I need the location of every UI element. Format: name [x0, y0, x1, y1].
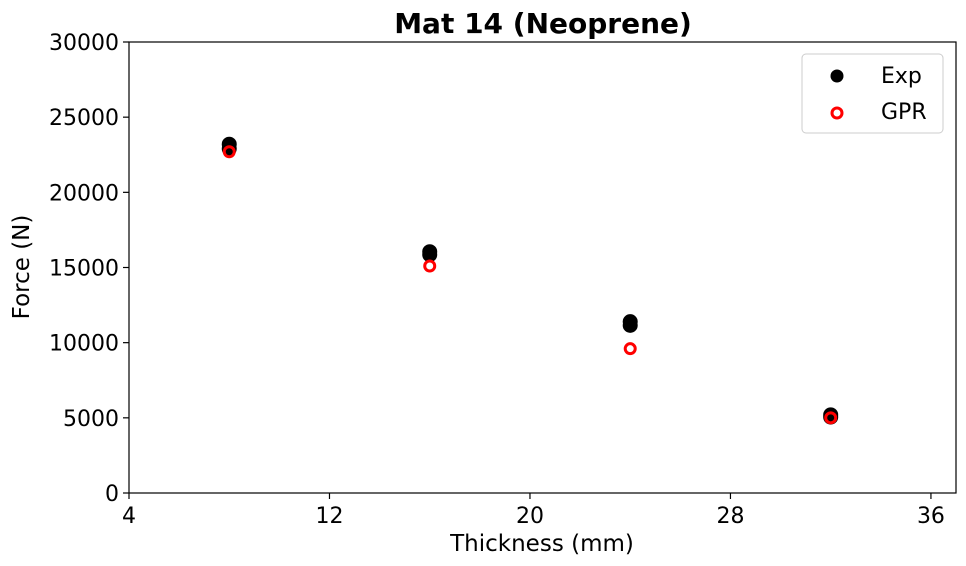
legend-label-gpr: GPR: [881, 100, 927, 125]
point-exp: [622, 317, 638, 333]
data-marks: [221, 136, 839, 425]
y-tick-label: 15000: [49, 257, 119, 282]
y-axis: 0 5000 10000 15000 20000 25000 30000: [49, 31, 129, 507]
y-tick-label: 30000: [49, 31, 119, 56]
legend-marker-gpr: [830, 106, 844, 120]
x-tick-label: 28: [716, 504, 744, 529]
point-exp: [422, 247, 438, 263]
x-axis: 4 12 20 28 36: [122, 493, 945, 529]
legend-label-exp: Exp: [881, 64, 922, 89]
y-tick-label: 10000: [49, 332, 119, 357]
y-tick-label: 5000: [63, 407, 119, 432]
x-tick-label: 20: [516, 504, 544, 529]
point-gpr: [623, 342, 637, 356]
legend: Exp GPR: [801, 53, 944, 134]
x-tick-label: 36: [917, 504, 945, 529]
legend-marker-exp: [830, 69, 844, 83]
chart-title: Mat 14 (Neoprene): [394, 7, 692, 40]
y-axis-label: Force (N): [9, 215, 35, 320]
x-tick-label: 12: [315, 504, 343, 529]
point-gpr: [222, 145, 236, 159]
y-tick-label: 0: [105, 482, 119, 507]
x-axis-label: Thickness (mm): [449, 531, 634, 557]
y-tick-label: 20000: [49, 181, 119, 206]
point-gpr: [824, 411, 838, 425]
point-gpr: [423, 259, 437, 273]
x-tick-label: 4: [122, 504, 136, 529]
y-tick-label: 25000: [49, 106, 119, 131]
